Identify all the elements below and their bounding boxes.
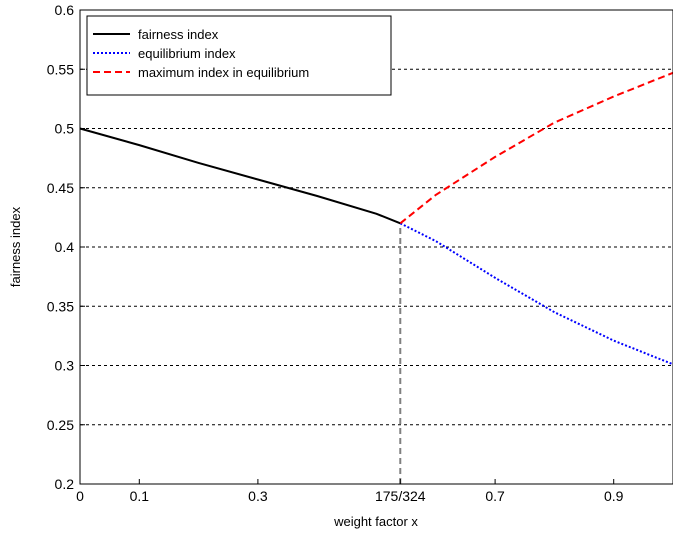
y-tick-label-6: 0.5 [55,121,75,137]
legend: fairness index equilibrium index maximum i… [86,15,392,96]
y-tick-label-5: 0.45 [47,180,74,196]
y-tick-label-7: 0.55 [47,61,74,77]
y-tick-label-2: 0.3 [55,358,75,374]
legend-label-0: fairness index [138,27,219,42]
x-tick-label-3: 175/324 [375,488,426,504]
x-tick-label-0: 0 [76,488,84,504]
legend-items: fairness index equilibrium index maximum i… [93,27,309,80]
x-axis-label: weight factor x [333,514,418,529]
x-tick-label-4: 0.7 [485,488,505,504]
y-tick-label-3: 0.35 [47,298,74,314]
y-tick-label-8: 0.6 [55,2,75,18]
x-tick-label-1: 0.1 [130,488,150,504]
x-tick-label-5: 0.9 [604,488,624,504]
y-tick-label-1: 0.25 [47,417,74,433]
grid-layer [80,68,673,426]
series-line-2 [399,71,673,225]
series-layer [79,71,673,366]
tick-layer: 0 0.1 0.3 175/324 0.7 0.9 0.2 0.25 0.3 0.35 0.4 0.4… [47,2,624,504]
y-tick-label-4: 0.4 [55,239,75,255]
y-tick-label-0: 0.2 [55,476,75,492]
series-line-1 [399,222,673,366]
legend-label-1: equilibrium index [138,46,236,61]
y-axis-label: fairness index [8,206,23,287]
legend-label-2: maximum index in equilibrium [138,65,309,80]
series-line-0 [79,127,401,225]
legend-box [86,15,392,96]
x-tick-label-2: 0.3 [248,488,268,504]
